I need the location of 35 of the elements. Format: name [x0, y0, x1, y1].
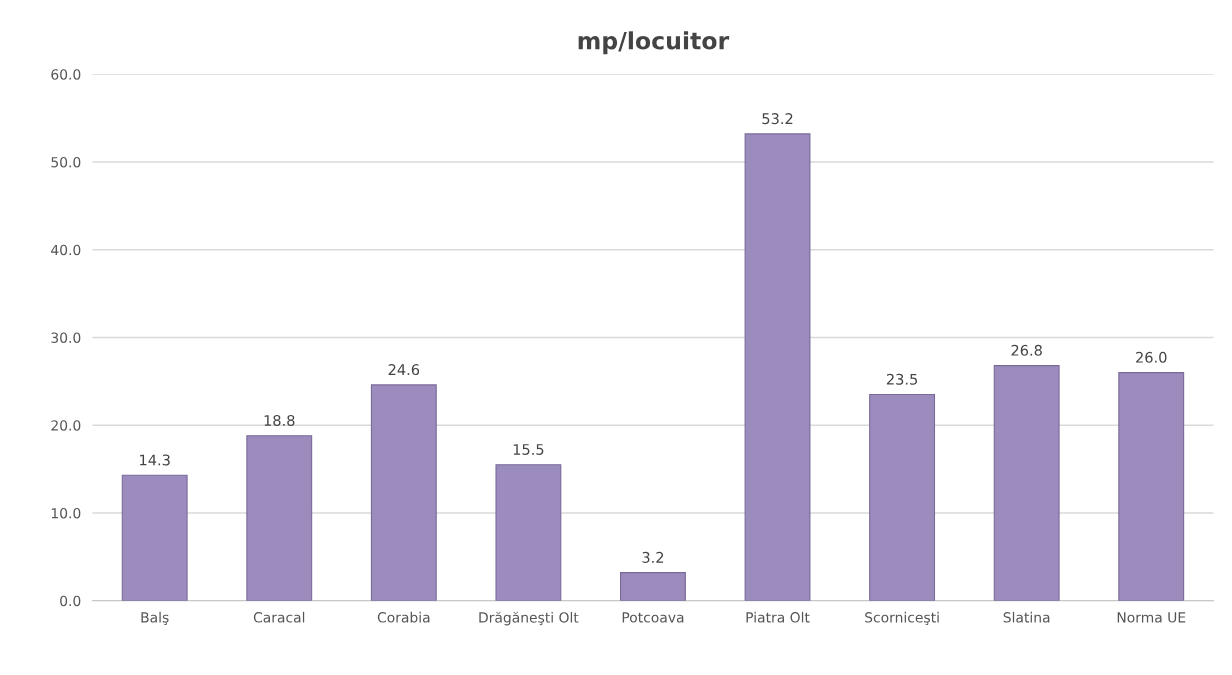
- y-tick-label: 0.0: [60, 595, 81, 607]
- x-tick-label: Potcoava: [622, 612, 684, 623]
- bar: [495, 464, 562, 601]
- x-tick-label: Slatina: [1003, 611, 1050, 623]
- data-label: 18.8: [264, 414, 295, 427]
- x-tick-label: Caracal: [253, 611, 305, 623]
- bar: [620, 572, 686, 601]
- data-label: 53.2: [762, 113, 793, 125]
- x-tick-label: Scorniceşti: [865, 611, 939, 626]
- chart-title: mp/locuitor: [578, 31, 730, 55]
- bar: [993, 365, 1060, 601]
- data-label: 14.3: [140, 454, 170, 466]
- y-tick-label: 50.0: [51, 156, 81, 168]
- x-tick-label: Balş: [141, 611, 169, 626]
- data-label: 26.0: [1136, 351, 1167, 363]
- y-tick-label: 20.0: [51, 420, 81, 431]
- x-tick-label: Norma UE: [1117, 612, 1186, 623]
- data-label: 24.6: [388, 364, 420, 376]
- x-tick-label: Corabia: [377, 611, 430, 623]
- data-label: 23.5: [886, 373, 918, 385]
- y-tick-label: 40.0: [51, 244, 81, 256]
- y-tick-label: 10.0: [51, 507, 81, 519]
- bar: [1118, 372, 1185, 601]
- bar: [370, 384, 437, 601]
- bar: [744, 133, 811, 601]
- x-tick-label: Drăgăneşti Olt: [479, 611, 579, 626]
- data-label: 26.8: [1011, 344, 1042, 356]
- y-tick-label: 60.0: [51, 69, 81, 80]
- bar: [121, 474, 188, 601]
- data-label: 3.2: [642, 551, 664, 563]
- bar: [246, 435, 313, 601]
- data-label: 15.5: [513, 444, 544, 455]
- y-tick-label: 30.0: [51, 332, 81, 343]
- x-tick-label: Piatra Olt: [746, 611, 810, 623]
- bar: [869, 393, 936, 601]
